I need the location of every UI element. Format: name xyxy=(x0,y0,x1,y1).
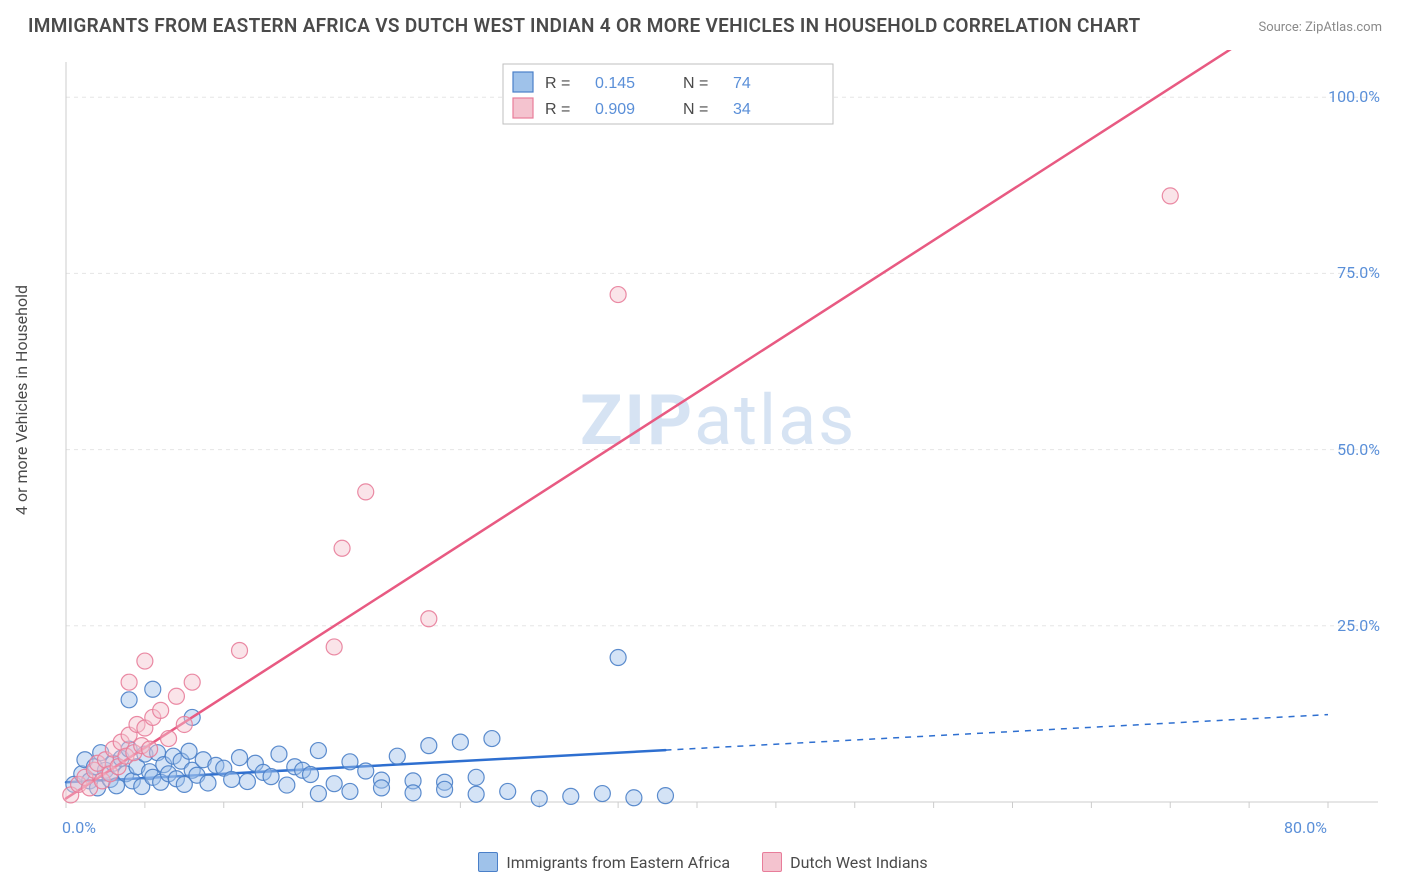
source-attribution: Source: ZipAtlas.com xyxy=(1258,20,1382,35)
x-tick-label: 80.0% xyxy=(1284,818,1327,837)
y-tick-label: 100.0% xyxy=(1328,87,1380,106)
legend-swatch-blue xyxy=(478,852,498,872)
x-tick-label: 0.0% xyxy=(62,818,96,837)
svg-text:N =: N = xyxy=(683,75,708,92)
chart-title: IMMIGRANTS FROM EASTERN AFRICA VS DUTCH … xyxy=(28,14,1140,37)
y-tick-label: 50.0% xyxy=(1337,440,1380,459)
y-tick-label: 25.0% xyxy=(1337,616,1380,635)
legend-item-series1: Immigrants from Eastern Africa xyxy=(478,852,730,872)
legend-label-series2: Dutch West Indians xyxy=(790,853,928,872)
y-axis-label: 4 or more Vehicles in Household xyxy=(12,285,31,515)
svg-text:34: 34 xyxy=(733,101,751,118)
svg-text:R =: R = xyxy=(545,75,570,92)
svg-text:N =: N = xyxy=(683,101,708,118)
svg-text:0.145: 0.145 xyxy=(595,75,635,92)
legend-swatch-pink xyxy=(762,852,782,872)
scatter-chart: R = 0.145 N = 74 R = 0.909 N = 34 xyxy=(58,50,1378,840)
svg-text:74: 74 xyxy=(733,75,751,92)
bottom-legend: Immigrants from Eastern Africa Dutch Wes… xyxy=(0,852,1406,872)
svg-text:R =: R = xyxy=(545,101,570,118)
legend-item-series2: Dutch West Indians xyxy=(762,852,928,872)
plot-container: R = 0.145 N = 74 R = 0.909 N = 34 xyxy=(58,50,1378,840)
svg-text:0.909: 0.909 xyxy=(595,101,635,118)
y-tick-label: 75.0% xyxy=(1337,263,1380,282)
legend-label-series1: Immigrants from Eastern Africa xyxy=(506,853,730,872)
